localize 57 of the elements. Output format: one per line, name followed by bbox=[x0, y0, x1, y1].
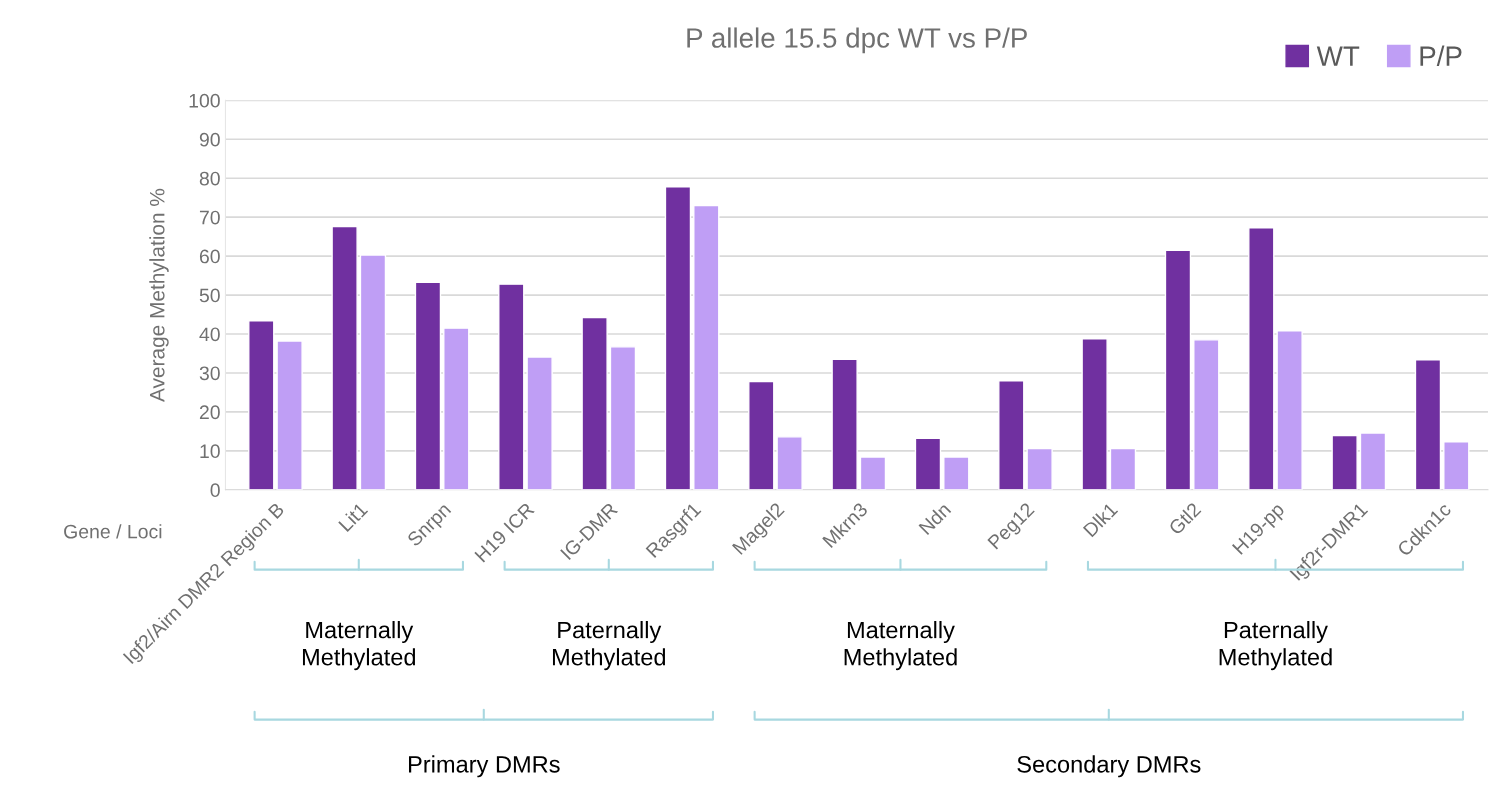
y-tick-label: 40 bbox=[199, 327, 220, 342]
bar bbox=[331, 225, 358, 490]
bar bbox=[1331, 434, 1358, 490]
y-tick-label: 30 bbox=[199, 366, 220, 381]
bar bbox=[1359, 432, 1387, 490]
text: Paternally Methylated bbox=[552, 621, 666, 671]
bar bbox=[443, 327, 470, 490]
bar bbox=[693, 204, 720, 490]
bar bbox=[1414, 359, 1442, 490]
text: Secondary DMRs bbox=[1017, 755, 1201, 778]
legend-label: P/P bbox=[1420, 45, 1462, 66]
x-tick-label: Dlk1 bbox=[1082, 501, 1119, 538]
bar bbox=[664, 186, 692, 490]
x-axis-title: Gene / Loci bbox=[64, 524, 162, 539]
bar bbox=[609, 346, 637, 490]
bar bbox=[581, 316, 608, 490]
y-tick-label: 10 bbox=[200, 444, 220, 459]
y-tick-label: 20 bbox=[199, 405, 220, 420]
bar bbox=[1276, 330, 1303, 490]
bar bbox=[1026, 447, 1053, 490]
bar bbox=[859, 456, 887, 490]
bar bbox=[1193, 339, 1220, 490]
bar bbox=[1443, 441, 1470, 490]
bar bbox=[248, 320, 275, 490]
x-tick-label: H19 ICR bbox=[474, 501, 535, 563]
text: Primary DMRs bbox=[409, 755, 560, 778]
bar bbox=[943, 456, 970, 490]
legend-label: WT bbox=[1316, 46, 1360, 66]
x-tick-label: Lit1 bbox=[337, 501, 369, 533]
bar bbox=[526, 356, 553, 490]
y-tick-label: 0 bbox=[210, 483, 220, 498]
bar bbox=[498, 283, 525, 490]
text: Maternally Methylated bbox=[302, 621, 416, 671]
bar bbox=[1248, 226, 1275, 490]
text: Maternally Methylated bbox=[844, 621, 957, 671]
y-tick-label: 90 bbox=[199, 132, 220, 147]
bar bbox=[1109, 447, 1137, 490]
text: Paternally Methylated bbox=[1219, 621, 1332, 671]
x-tick-label: Ndn bbox=[918, 501, 952, 536]
bar bbox=[414, 281, 442, 490]
bar bbox=[776, 436, 803, 490]
bar bbox=[359, 254, 387, 490]
bar bbox=[831, 358, 858, 490]
chart-title: P allele 15.5 dpc WT vs P/P bbox=[687, 27, 1027, 54]
y-tick-label: 80 bbox=[199, 171, 220, 186]
y-tick-label: 60 bbox=[199, 249, 220, 264]
y-axis-title: Average Methylation % bbox=[149, 188, 169, 402]
y-tick-label: 100 bbox=[189, 93, 220, 108]
bar bbox=[1081, 337, 1108, 490]
y-tick-label: 50 bbox=[199, 288, 220, 303]
bar bbox=[1164, 249, 1192, 490]
bar bbox=[748, 380, 775, 490]
x-tick-label: Gtl2 bbox=[1167, 501, 1202, 536]
y-tick-label: 70 bbox=[199, 210, 220, 225]
bar bbox=[914, 437, 942, 490]
bar bbox=[998, 380, 1025, 490]
bar bbox=[276, 340, 303, 490]
